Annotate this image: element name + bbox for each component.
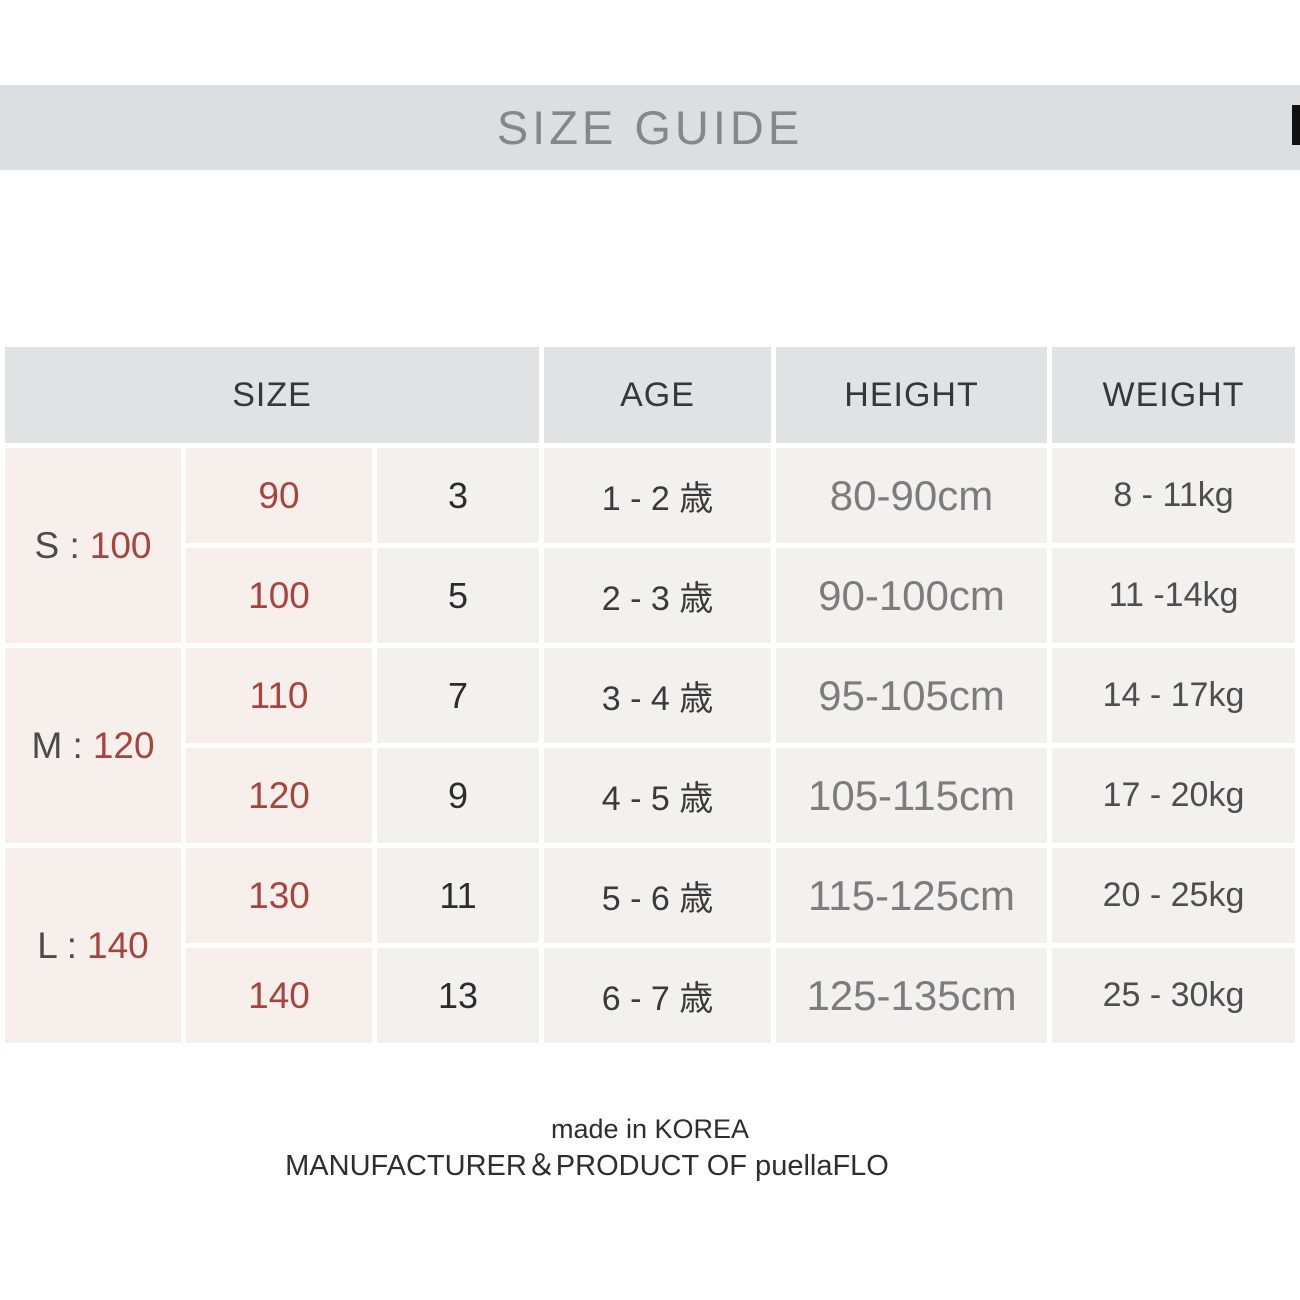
code-cell: 3 bbox=[377, 448, 539, 543]
table-header-age: AGE bbox=[544, 347, 771, 443]
size-cell: 100 bbox=[186, 548, 372, 643]
size-cell: 130 bbox=[186, 848, 372, 943]
footer: made in KOREA MANUFACTURER＆PRODUCT OF pu… bbox=[0, 1112, 1300, 1186]
title-banner: SIZE GUIDE bbox=[0, 85, 1300, 170]
table-header-weight: WEIGHT bbox=[1052, 347, 1295, 443]
group-cell-m: M : 120 bbox=[5, 648, 181, 843]
table-header-height: HEIGHT bbox=[776, 347, 1047, 443]
age-cell: 1 - 2 歳 bbox=[544, 448, 771, 543]
height-cell: 115-125cm bbox=[776, 848, 1047, 943]
group-prefix: L : bbox=[37, 924, 78, 966]
code-cell: 7 bbox=[377, 648, 539, 743]
group-prefix: M : bbox=[31, 724, 83, 766]
height-cell: 105-115cm bbox=[776, 748, 1047, 843]
table-header-size: SIZE bbox=[5, 347, 539, 443]
weight-cell: 14 - 17kg bbox=[1052, 648, 1295, 743]
group-value: 100 bbox=[89, 524, 152, 566]
weight-cell: 17 - 20kg bbox=[1052, 748, 1295, 843]
size-cell: 90 bbox=[186, 448, 372, 543]
size-cell: 110 bbox=[186, 648, 372, 743]
height-cell: 125-135cm bbox=[776, 948, 1047, 1043]
code-cell: 9 bbox=[377, 748, 539, 843]
manufacturer-text: MANUFACTURER＆PRODUCT OF puellaFLO bbox=[285, 1150, 889, 1182]
code-cell: 13 bbox=[377, 948, 539, 1043]
age-cell: 4 - 5 歳 bbox=[544, 748, 771, 843]
weight-cell: 25 - 30kg bbox=[1052, 948, 1295, 1043]
group-prefix: S : bbox=[34, 524, 80, 566]
code-cell: 5 bbox=[377, 548, 539, 643]
age-cell: 6 - 7 歳 bbox=[544, 948, 771, 1043]
page-title: SIZE GUIDE bbox=[496, 101, 804, 154]
height-cell: 90-100cm bbox=[776, 548, 1047, 643]
weight-cell: 11 -14kg bbox=[1052, 548, 1295, 643]
height-cell: 95-105cm bbox=[776, 648, 1047, 743]
size-table: SIZE AGE HEIGHT WEIGHT S : 100 M : 120 L… bbox=[5, 347, 1295, 1043]
group-value: 140 bbox=[87, 924, 149, 966]
weight-cell: 20 - 25kg bbox=[1052, 848, 1295, 943]
age-cell: 5 - 6 歳 bbox=[544, 848, 771, 943]
group-cell-s: S : 100 bbox=[5, 448, 181, 643]
age-cell: 3 - 4 歳 bbox=[544, 648, 771, 743]
made-in-text: made in KOREA bbox=[550, 1114, 750, 1144]
age-cell: 2 - 3 歳 bbox=[544, 548, 771, 643]
weight-cell: 8 - 11kg bbox=[1052, 448, 1295, 543]
group-cell-l: L : 140 bbox=[5, 848, 181, 1043]
group-value: 120 bbox=[92, 724, 155, 766]
size-cell: 120 bbox=[186, 748, 372, 843]
code-cell: 11 bbox=[377, 848, 539, 943]
scrollbar-thumb[interactable] bbox=[1292, 105, 1300, 145]
height-cell: 80-90cm bbox=[776, 448, 1047, 543]
size-cell: 140 bbox=[186, 948, 372, 1043]
